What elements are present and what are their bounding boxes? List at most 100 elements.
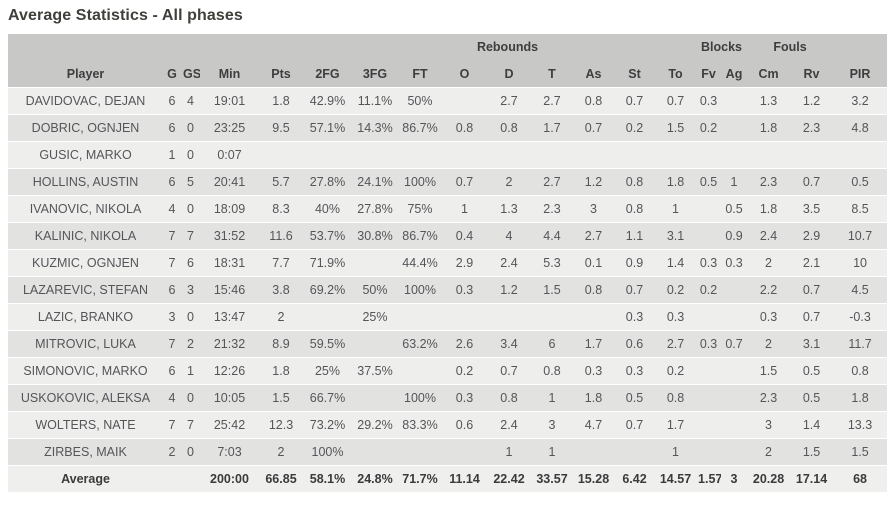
cell-ft: 83.3% bbox=[402, 418, 438, 432]
cell-g: 6 bbox=[168, 94, 176, 108]
cell-fv bbox=[696, 385, 721, 412]
cell-g: 1 bbox=[168, 148, 176, 162]
cell-to: 2.7 bbox=[666, 337, 685, 351]
cell-to: 0.8 bbox=[666, 391, 685, 405]
cell-rv: 1.4 bbox=[802, 418, 821, 432]
cell-3fg: 37.5% bbox=[357, 364, 393, 378]
cell-to: 14.57 bbox=[659, 472, 692, 486]
cell-g bbox=[163, 466, 181, 493]
cell-fv bbox=[696, 439, 721, 466]
cell-ft: 63.2% bbox=[402, 337, 438, 351]
cell-player: HOLLINS, AUSTIN bbox=[32, 175, 139, 189]
cell-o: 2.9 bbox=[455, 256, 474, 270]
cell-fv: 0.2 bbox=[699, 121, 718, 135]
column-header-min: Min bbox=[200, 60, 259, 88]
cell-pts: 2 bbox=[277, 310, 285, 324]
group-header-spacer bbox=[833, 34, 888, 60]
cell-as: 0.1 bbox=[584, 256, 603, 270]
cell-ag bbox=[721, 277, 747, 304]
group-header-spacer bbox=[573, 34, 697, 60]
cell-2fg: 25% bbox=[314, 364, 341, 378]
cell-player: KUZMIC, OGNJEN bbox=[32, 256, 139, 270]
cell-min: 23:25 bbox=[213, 121, 246, 135]
cell-st: 0.8 bbox=[625, 202, 644, 216]
cell-pir: 13.3 bbox=[847, 418, 873, 432]
column-header-pir: PIR bbox=[833, 60, 888, 88]
cell-3fg bbox=[352, 142, 398, 169]
cell-as bbox=[573, 439, 614, 466]
cell-fv: 0.3 bbox=[699, 256, 718, 270]
cell-min: 18:09 bbox=[213, 202, 246, 216]
cell-cm: 2.4 bbox=[759, 229, 778, 243]
cell-rv: 3.5 bbox=[802, 202, 821, 216]
cell-d: 3.4 bbox=[500, 337, 518, 351]
cell-ft: 86.7% bbox=[402, 121, 438, 135]
cell-gs: 6 bbox=[187, 256, 194, 270]
cell-g: 7 bbox=[168, 256, 176, 270]
column-header-pts: Pts bbox=[259, 60, 303, 88]
column-header-2fg: 2FG bbox=[303, 60, 352, 88]
average-row: Average 200:00 66.85 58.1% 24.8% 71.7% 11.14 22… bbox=[8, 465, 888, 493]
cell-ft: 86.7% bbox=[402, 229, 438, 243]
cell-fv bbox=[696, 412, 721, 439]
cell-as: 4.7 bbox=[584, 418, 603, 432]
cell-2fg: 73.2% bbox=[309, 418, 346, 432]
cell-3fg: 50% bbox=[362, 283, 388, 297]
cell-pts: 7.7 bbox=[272, 256, 290, 270]
column-header-d: D bbox=[487, 60, 531, 88]
cell-st: 0.6 bbox=[625, 337, 644, 351]
cell-pts: 8.9 bbox=[272, 337, 290, 351]
cell-as: 0.8 bbox=[584, 283, 603, 297]
cell-o bbox=[442, 88, 487, 115]
cell-3fg: 30.8% bbox=[357, 229, 393, 243]
cell-pts: 3.8 bbox=[272, 283, 290, 297]
cell-o: 0.7 bbox=[455, 175, 474, 189]
cell-g: 7 bbox=[168, 337, 176, 351]
cell-player: DOBRIC, OGNJEN bbox=[31, 121, 140, 135]
cell-pir: -0.3 bbox=[849, 310, 871, 324]
column-header-g: G bbox=[163, 60, 181, 88]
column-header-3fg: 3FG bbox=[352, 60, 398, 88]
cell-pts: 66.85 bbox=[265, 472, 297, 486]
cell-player: WOLTERS, NATE bbox=[35, 418, 136, 432]
cell-st: 0.3 bbox=[625, 310, 644, 324]
cell-rv: 0.5 bbox=[802, 364, 821, 378]
cell-to: 0.2 bbox=[666, 283, 685, 297]
cell-d: 1.3 bbox=[500, 202, 518, 216]
cell-pir: 11.7 bbox=[848, 337, 872, 351]
cell-pts: 11.6 bbox=[269, 229, 293, 243]
cell-t: 2.7 bbox=[543, 94, 561, 108]
cell-3fg: 24.1% bbox=[357, 175, 393, 189]
table-row: MITROVIC, LUKA 7 2 21:32 8.9 59.5% 63.2% 2.6 3.4… bbox=[8, 330, 888, 358]
table-row: KALINIC, NIKOLA 7 7 31:52 11.6 53.7% 30.8% 86.7… bbox=[8, 222, 888, 250]
stats-table: Rebounds Blocks Fouls Player G GS Min Pts 2FG 3F… bbox=[8, 34, 888, 493]
cell-pir: 10 bbox=[853, 256, 867, 270]
cell-3fg: 29.2% bbox=[357, 418, 393, 432]
cell-ft bbox=[398, 142, 442, 169]
cell-ft: 44.4% bbox=[402, 256, 438, 270]
cell-3fg: 27.8% bbox=[357, 202, 393, 216]
cell-d: 1.2 bbox=[500, 283, 518, 297]
table-row: DAVIDOVAC, DEJAN 6 4 19:01 1.8 42.9% 11.1% 50% 2… bbox=[8, 87, 888, 115]
cell-ag bbox=[721, 385, 747, 412]
table-row: KUZMIC, OGNJEN 7 6 18:31 7.7 71.9% 44.4% 2.9 2.4… bbox=[8, 249, 888, 277]
cell-2fg: 40% bbox=[314, 202, 341, 216]
cell-min: 200:00 bbox=[210, 472, 249, 486]
cell-as bbox=[573, 304, 614, 331]
cell-gs bbox=[181, 466, 200, 493]
cell-fv: 0.3 bbox=[699, 337, 718, 351]
column-header-ag: Ag bbox=[721, 60, 748, 88]
cell-d: 2.4 bbox=[500, 418, 518, 432]
cell-min: 21:32 bbox=[213, 337, 246, 351]
column-header-t: T bbox=[531, 60, 573, 88]
cell-o: 1 bbox=[461, 202, 468, 216]
cell-to: 1.7 bbox=[666, 418, 685, 432]
cell-rv: 0.7 bbox=[802, 283, 821, 297]
cell-pir bbox=[833, 142, 887, 169]
cell-gs: 4 bbox=[187, 94, 194, 108]
table-row: IVANOVIC, NIKOLA 4 0 18:09 8.3 40% 27.8% 75% 1 1.… bbox=[8, 195, 888, 223]
cell-cm: 2 bbox=[765, 445, 772, 459]
cell-pts: 1.8 bbox=[272, 94, 290, 108]
cell-gs: 1 bbox=[187, 364, 194, 378]
